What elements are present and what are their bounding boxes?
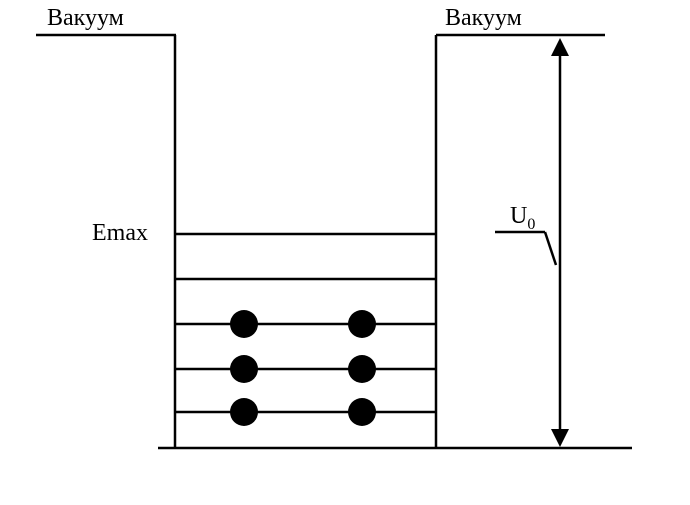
vacuum-left-label: Вакуум: [47, 5, 124, 32]
u0-main: U: [510, 203, 527, 229]
potential-well-diagram: [0, 0, 690, 505]
vacuum-right-label: Вакуум: [445, 5, 522, 32]
emax-label: Emax: [92, 220, 148, 247]
u0-label: U0: [510, 203, 535, 234]
u0-sub: 0: [527, 216, 535, 233]
